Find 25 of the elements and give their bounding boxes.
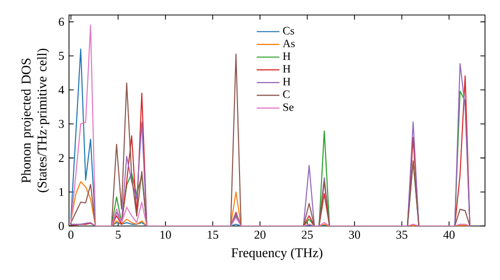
legend-label: As [282, 40, 295, 48]
legend-label: Cs [283, 26, 294, 34]
y-tick-label: 6 [58, 18, 64, 26]
x-tick-label: 15 [208, 230, 218, 239]
y-tick-label: 2 [58, 154, 64, 162]
legend-label: H [282, 65, 290, 73]
x-tick-label: 40 [443, 230, 455, 239]
x-tick-label: 5 [116, 230, 121, 239]
y-axis-title: Phonon projected DOS (States/THz·primitive cell) [21, 48, 50, 192]
y-tick-label: 5 [59, 52, 64, 60]
y-tick-label: 1 [59, 188, 64, 196]
y-tick-label: 3 [58, 120, 64, 128]
legend-label: C [283, 90, 290, 98]
y-tick-label: 0 [58, 222, 64, 230]
x-tick-label: 35 [396, 230, 408, 239]
x-tick-label: 25 [302, 230, 313, 239]
x-tick-label: 10 [160, 230, 171, 239]
legend-label: H [282, 78, 290, 86]
legend-label: H [282, 52, 290, 60]
x-tick-label: 0 [68, 230, 74, 239]
x-axis-title: Frequency (THz) [231, 248, 322, 260]
x-tick-label: 20 [254, 230, 266, 239]
legend-label: Se [283, 103, 294, 111]
x-tick-label: 30 [349, 230, 360, 239]
y-tick-label: 4 [58, 86, 64, 94]
